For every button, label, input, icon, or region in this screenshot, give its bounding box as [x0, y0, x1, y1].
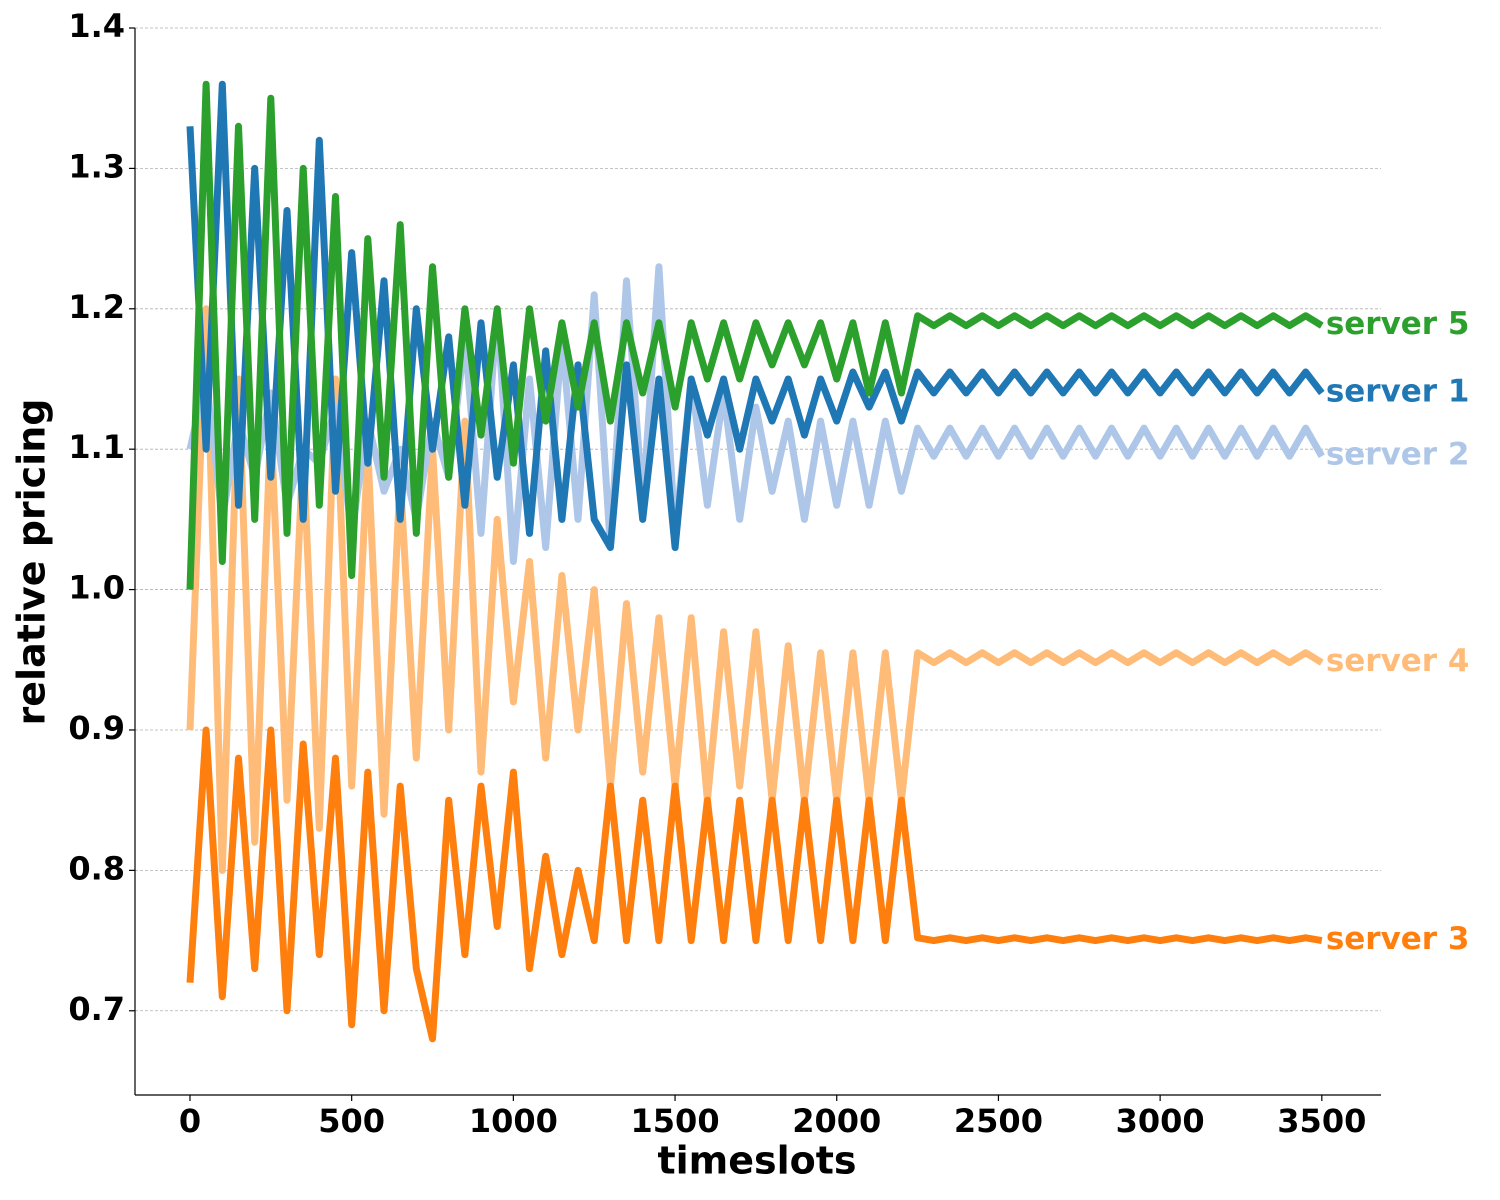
- x-tick-label: 3500: [1277, 1102, 1366, 1140]
- x-tick-label: 3000: [1116, 1102, 1205, 1140]
- y-tick-label: 1.3: [68, 147, 125, 185]
- x-tick-label: 1000: [469, 1102, 558, 1140]
- x-tick-label: 2000: [792, 1102, 881, 1140]
- y-tick-label: 1.1: [68, 428, 125, 466]
- y-tick-label: 1.4: [68, 7, 125, 45]
- series-label: server 4: [1326, 643, 1470, 679]
- x-tick-label: 0: [179, 1102, 201, 1140]
- series-label: server 5: [1326, 306, 1470, 342]
- x-axis-label: timeslots: [657, 1139, 856, 1183]
- x-tick-label: 500: [318, 1102, 385, 1140]
- y-tick-label: 0.8: [68, 849, 125, 887]
- series-line: [186, 305, 1324, 874]
- y-tick-label: 1.2: [68, 288, 125, 326]
- x-tick-label: 2500: [954, 1102, 1043, 1140]
- series-line: [186, 80, 1325, 551]
- y-tick-label: 0.9: [68, 709, 125, 747]
- series-label: server 2: [1326, 437, 1470, 473]
- x-tick-label: 1500: [631, 1102, 720, 1140]
- y-tick-label: 1.0: [68, 569, 125, 607]
- series-label: server 3: [1326, 921, 1470, 957]
- series-line: [186, 263, 1325, 565]
- series-line: [186, 80, 1324, 590]
- y-axis-label: relative pricing: [10, 399, 54, 726]
- series-line: [186, 726, 1323, 1043]
- y-tick-label: 0.7: [68, 990, 125, 1028]
- series-label: server 1: [1326, 374, 1470, 410]
